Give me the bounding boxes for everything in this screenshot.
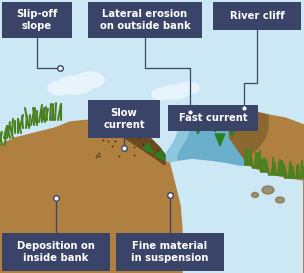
Text: Lateral erosion
on outside bank: Lateral erosion on outside bank	[100, 9, 190, 31]
Ellipse shape	[76, 72, 104, 88]
Text: Slow
current: Slow current	[103, 108, 145, 130]
FancyBboxPatch shape	[168, 105, 258, 131]
Polygon shape	[0, 118, 182, 273]
Polygon shape	[155, 150, 165, 160]
Polygon shape	[215, 134, 225, 146]
Ellipse shape	[48, 81, 72, 95]
Ellipse shape	[275, 197, 285, 203]
Polygon shape	[165, 108, 248, 165]
Polygon shape	[225, 112, 304, 273]
Ellipse shape	[177, 82, 199, 94]
Polygon shape	[225, 112, 268, 160]
FancyBboxPatch shape	[88, 2, 202, 38]
Polygon shape	[227, 124, 237, 136]
Polygon shape	[178, 108, 248, 165]
FancyBboxPatch shape	[2, 2, 72, 38]
Polygon shape	[193, 122, 203, 134]
Ellipse shape	[251, 192, 258, 197]
Ellipse shape	[152, 88, 172, 100]
Ellipse shape	[262, 186, 274, 194]
Text: Slip-off
slope: Slip-off slope	[16, 9, 58, 31]
Text: Deposition on
inside bank: Deposition on inside bank	[17, 241, 95, 263]
Text: Fine material
in suspension: Fine material in suspension	[131, 241, 209, 263]
FancyBboxPatch shape	[116, 233, 224, 271]
Text: River cliff: River cliff	[230, 11, 284, 21]
Polygon shape	[210, 120, 220, 132]
FancyBboxPatch shape	[213, 2, 301, 30]
Polygon shape	[90, 118, 165, 165]
FancyBboxPatch shape	[2, 233, 110, 271]
Polygon shape	[143, 143, 153, 153]
Ellipse shape	[57, 76, 93, 94]
Text: Fast current: Fast current	[179, 113, 247, 123]
FancyBboxPatch shape	[88, 100, 160, 138]
Ellipse shape	[161, 85, 189, 99]
